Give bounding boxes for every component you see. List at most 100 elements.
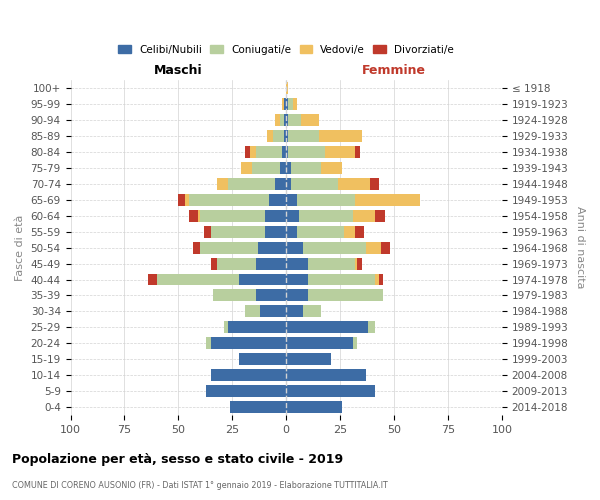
Bar <box>185 194 189 205</box>
Bar <box>280 162 286 173</box>
Bar <box>286 130 289 141</box>
Bar <box>293 98 297 110</box>
Bar <box>224 322 228 334</box>
Bar <box>275 114 280 126</box>
Bar <box>245 306 260 318</box>
Y-axis label: Anni di nascita: Anni di nascita <box>575 206 585 289</box>
Bar <box>211 338 286 349</box>
Bar <box>286 402 342 413</box>
Bar <box>290 162 321 173</box>
Bar <box>239 274 286 285</box>
Bar <box>211 258 217 270</box>
Bar <box>206 386 286 398</box>
Bar <box>275 178 286 190</box>
Bar <box>241 162 251 173</box>
Bar <box>200 210 265 222</box>
Bar <box>269 194 286 205</box>
Bar <box>286 242 304 254</box>
Bar <box>344 226 355 237</box>
Bar <box>286 162 290 173</box>
Bar <box>289 98 293 110</box>
Bar <box>286 226 297 237</box>
Bar <box>286 306 304 318</box>
Bar <box>198 210 200 222</box>
Bar <box>189 210 198 222</box>
Bar <box>267 130 273 141</box>
Bar <box>353 210 374 222</box>
Text: Femmine: Femmine <box>362 64 426 76</box>
Bar <box>148 274 157 285</box>
Bar <box>217 178 228 190</box>
Bar <box>256 258 286 270</box>
Bar <box>245 146 250 158</box>
Bar <box>338 178 370 190</box>
Bar <box>355 194 420 205</box>
Bar <box>286 194 297 205</box>
Bar <box>358 258 362 270</box>
Bar <box>286 338 353 349</box>
Bar <box>289 146 325 158</box>
Bar <box>189 194 269 205</box>
Bar <box>366 242 381 254</box>
Bar <box>204 226 211 237</box>
Bar <box>230 402 286 413</box>
Bar <box>297 226 344 237</box>
Bar <box>286 290 308 302</box>
Bar <box>286 98 289 110</box>
Bar <box>286 146 289 158</box>
Bar <box>282 146 286 158</box>
Bar <box>370 178 379 190</box>
Bar <box>284 98 286 110</box>
Bar <box>256 146 282 158</box>
Bar <box>321 162 342 173</box>
Bar <box>286 178 290 190</box>
Bar <box>355 226 364 237</box>
Bar <box>289 114 301 126</box>
Bar <box>239 354 286 366</box>
Bar <box>256 290 286 302</box>
Y-axis label: Fasce di età: Fasce di età <box>15 214 25 280</box>
Bar <box>157 274 239 285</box>
Bar <box>286 354 331 366</box>
Bar <box>299 210 353 222</box>
Legend: Celibi/Nubili, Coniugati/e, Vedovi/e, Divorziati/e: Celibi/Nubili, Coniugati/e, Vedovi/e, Di… <box>115 42 457 58</box>
Bar <box>308 290 383 302</box>
Bar <box>178 194 185 205</box>
Bar <box>286 210 299 222</box>
Bar <box>374 210 385 222</box>
Bar <box>325 146 355 158</box>
Bar <box>289 130 319 141</box>
Bar <box>211 226 265 237</box>
Bar <box>381 242 390 254</box>
Bar <box>265 226 286 237</box>
Bar <box>282 98 284 110</box>
Bar <box>284 130 286 141</box>
Bar <box>273 130 284 141</box>
Bar <box>251 162 280 173</box>
Text: Maschi: Maschi <box>154 64 203 76</box>
Bar <box>286 258 308 270</box>
Bar <box>301 114 319 126</box>
Bar <box>206 338 211 349</box>
Text: COMUNE DI CORENO AUSONIO (FR) - Dati ISTAT 1° gennaio 2019 - Elaborazione TUTTIT: COMUNE DI CORENO AUSONIO (FR) - Dati IST… <box>12 481 388 490</box>
Bar <box>250 146 256 158</box>
Bar <box>355 258 358 270</box>
Bar <box>286 322 368 334</box>
Text: Popolazione per età, sesso e stato civile - 2019: Popolazione per età, sesso e stato civil… <box>12 452 343 466</box>
Bar <box>308 274 374 285</box>
Bar <box>286 114 289 126</box>
Bar <box>280 114 284 126</box>
Bar <box>304 306 321 318</box>
Bar <box>368 322 374 334</box>
Bar <box>353 338 358 349</box>
Bar <box>211 370 286 382</box>
Bar <box>228 322 286 334</box>
Bar <box>213 290 256 302</box>
Bar <box>297 194 355 205</box>
Bar <box>228 178 275 190</box>
Bar <box>260 306 286 318</box>
Bar <box>286 82 289 94</box>
Bar <box>217 258 256 270</box>
Bar <box>200 242 258 254</box>
Bar <box>355 146 359 158</box>
